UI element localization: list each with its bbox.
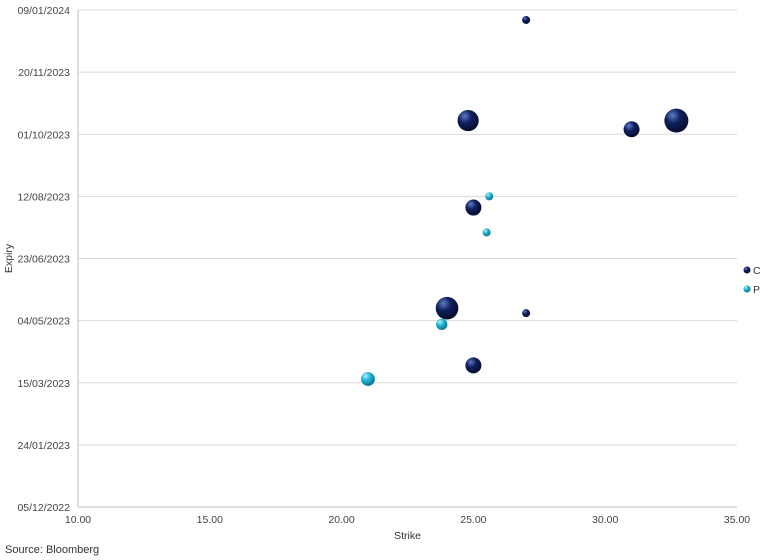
legend-label-c: C [753,265,761,277]
bubble-c-6 [522,309,531,318]
bubble-c-7 [465,357,482,374]
y-tick-label: 23/06/2023 [17,254,70,266]
y-tick-label: 09/01/2024 [17,5,70,17]
legend-marker-c [743,266,751,274]
source-note: Source: Bloomberg [5,544,100,556]
x-axis-ticks: 10.00 15.00 20.00 25.00 30.00 35.00 [65,514,750,526]
x-tick-label: 20.00 [328,514,354,526]
y-tick-label: 24/01/2023 [17,440,70,452]
x-tick-label: 15.00 [197,514,223,526]
y-tick-label: 04/05/2023 [17,316,70,328]
bubble-p-0 [485,192,494,201]
bubble-c-1 [457,109,479,132]
x-axis-title: Strike [394,530,421,542]
bubbles [361,15,689,386]
bubble-c-3 [664,108,689,133]
x-tick-label: 35.00 [724,514,750,526]
y-axis-ticks: 05/12/2022 24/01/2023 15/03/2023 04/05/2023… [17,5,70,514]
bubble-p-3 [361,372,375,386]
y-tick-label: 20/11/2023 [18,67,70,79]
legend-label-p: P [753,284,760,296]
bubble-p-2 [436,318,448,331]
y-tick-label: 12/08/2023 [17,191,70,203]
y-tick-label: 15/03/2023 [17,378,70,390]
bubble-c-4 [465,199,482,216]
y-axis-title: Expiry [3,243,15,273]
x-tick-label: 25.00 [460,514,486,526]
x-tick-label: 10.00 [65,514,91,526]
x-tick-label: 30.00 [592,514,618,526]
legend: CP [743,265,761,296]
bubble-p-1 [482,228,491,237]
bubble-c-0 [522,15,531,24]
bubble-c-2 [623,121,640,138]
bubble-c-5 [435,296,459,320]
legend-marker-p [743,285,751,293]
y-tick-label: 01/10/2023 [17,129,70,141]
grid-lines [78,9,737,508]
y-tick-label: 05/12/2022 [17,502,70,514]
